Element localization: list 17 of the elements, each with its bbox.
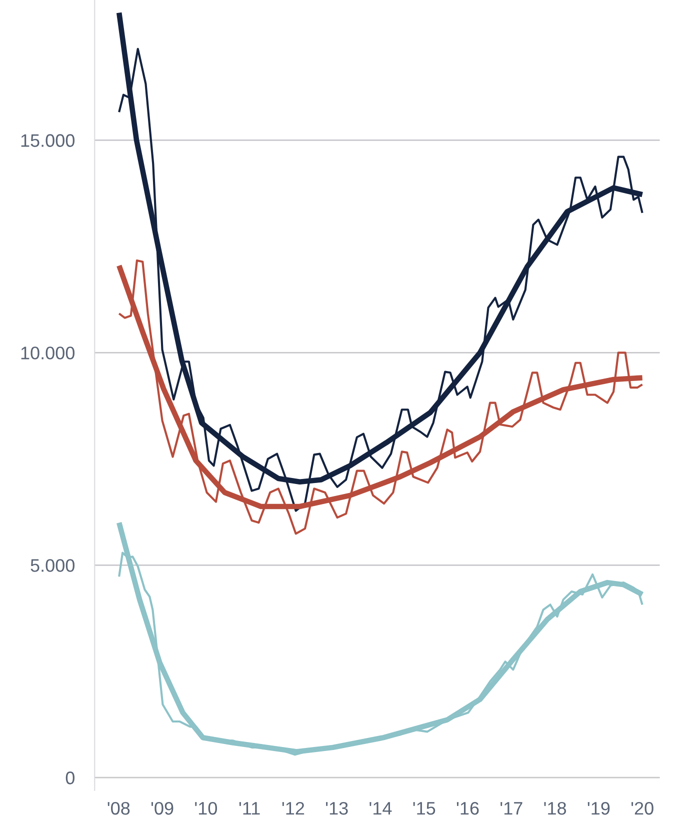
x-tick-label: '15 <box>413 802 436 815</box>
y-tick-label: 5.000 <box>30 559 74 572</box>
x-tick-label: '12 <box>282 802 304 815</box>
y-tick-label: 15.000 <box>21 134 74 147</box>
x-tick-label: '11 <box>239 802 260 815</box>
y-tick-label: 10.000 <box>21 346 74 360</box>
x-tick-label: '08 <box>108 802 130 815</box>
x-tick-label: '20 <box>631 802 654 815</box>
x-tick-label: '17 <box>500 802 522 815</box>
x-tick-label: '09 <box>151 802 174 815</box>
x-tick-label: '19 <box>588 802 610 815</box>
x-tick-label: '13 <box>326 802 348 815</box>
x-tick-label: '16 <box>456 802 479 815</box>
y-tick-label: 0 <box>66 772 74 784</box>
x-tick-label: '10 <box>195 802 217 815</box>
x-tick-label: '18 <box>544 802 566 815</box>
x-tick-label: '14 <box>370 802 392 815</box>
